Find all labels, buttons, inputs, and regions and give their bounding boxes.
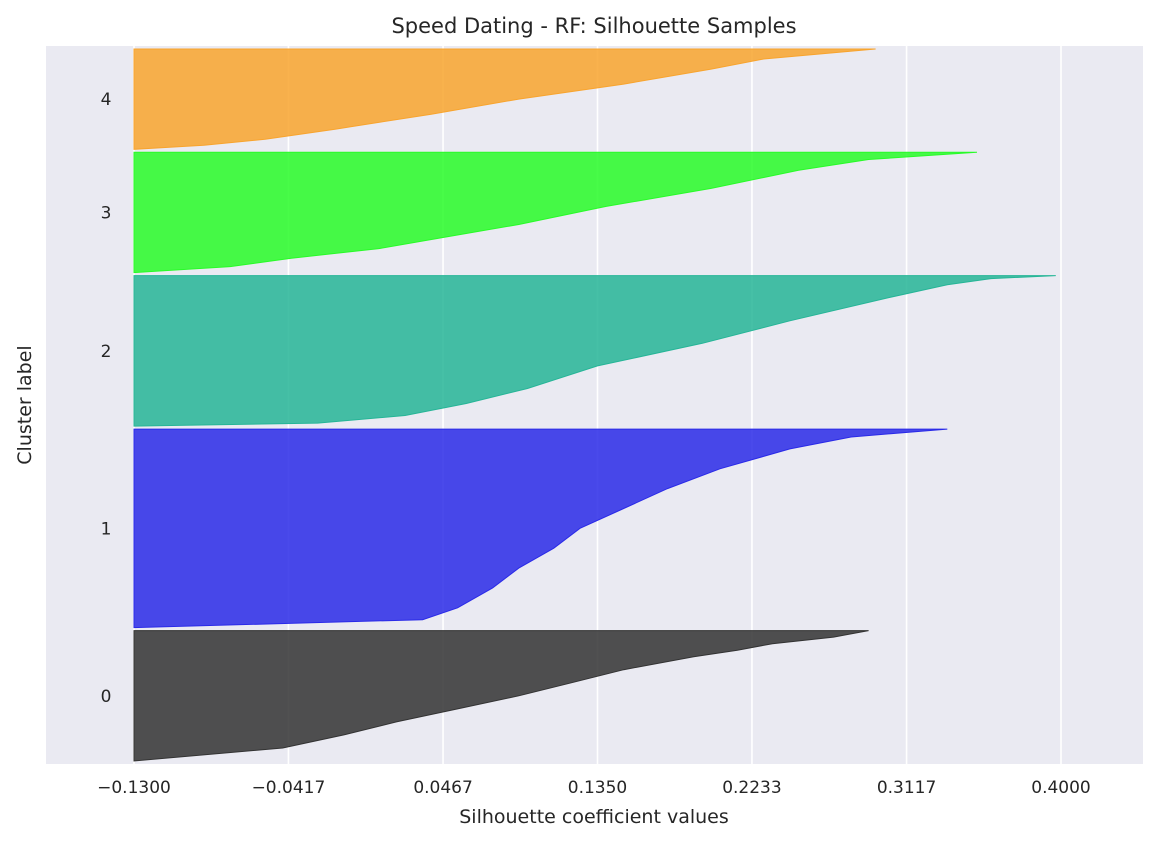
- y-tick-label-2: 2: [101, 342, 112, 362]
- silhouette-cluster-3: [133, 151, 978, 274]
- y-tick-label-1: 1: [101, 519, 112, 539]
- silhouette-cluster-0: [133, 630, 869, 762]
- x-tick-label-3: 0.1350: [568, 778, 627, 798]
- x-tick-label-1: −0.0417: [252, 778, 326, 798]
- y-tick-label-0: 0: [101, 687, 112, 707]
- chart-title: Speed Dating - RF: Silhouette Samples: [391, 14, 796, 38]
- y-tick-label-3: 3: [101, 203, 112, 223]
- y-tick-labels: 0 1 2 3 4: [101, 90, 112, 707]
- x-axis-label: Silhouette coefficient values: [459, 806, 729, 828]
- x-tick-label-2: 0.0467: [413, 778, 472, 798]
- y-tick-label-4: 4: [101, 90, 112, 110]
- x-tick-label-0: −0.1300: [97, 778, 171, 798]
- x-tick-label-5: 0.3117: [877, 778, 936, 798]
- x-tick-labels: −0.1300 −0.0417 0.0467 0.1350 0.2233 0.3117 0.…: [97, 778, 1091, 798]
- silhouette-cluster-2: [133, 275, 1056, 427]
- y-axis-label: Cluster label: [14, 345, 36, 464]
- x-tick-label-6: 0.4000: [1031, 778, 1090, 798]
- x-tick-label-4: 0.2233: [722, 778, 781, 798]
- silhouette-cluster-4: [133, 48, 876, 150]
- silhouette-areas: [133, 48, 1056, 762]
- silhouette-cluster-1: [133, 428, 948, 629]
